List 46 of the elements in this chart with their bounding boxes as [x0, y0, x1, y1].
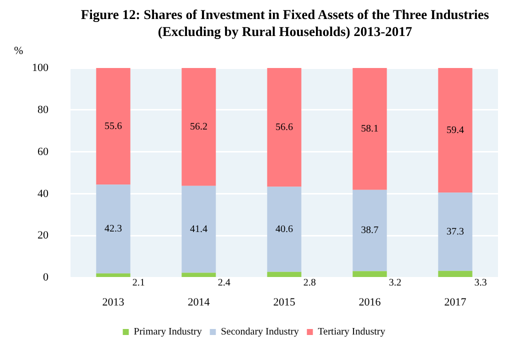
x-tick-label: 2013 [102, 296, 125, 308]
x-tick-label: 2016 [358, 296, 382, 308]
bar [352, 190, 387, 272]
data-label: 42.3 [104, 224, 122, 235]
data-label: 2.1 [132, 278, 145, 289]
y-tick-label: 60 [38, 146, 49, 158]
bar [267, 272, 302, 278]
data-label: 3.3 [474, 278, 487, 289]
bar [96, 184, 130, 274]
x-tick-label: 2014 [188, 296, 210, 308]
data-label: 40.6 [276, 224, 293, 235]
data-label: 58.1 [361, 124, 378, 135]
legend-label: Tertiary Industry [318, 326, 386, 338]
y-tick-label: 0 [43, 272, 49, 284]
bar [267, 186, 302, 272]
y-tick-label: 20 [38, 230, 49, 242]
data-label: 56.2 [190, 122, 208, 133]
data-label: 55.6 [104, 120, 122, 132]
data-label: 38.7 [361, 225, 378, 236]
legend-label: Secondary Industry [220, 326, 299, 338]
bar [352, 68, 387, 190]
x-tick-label: 2017 [444, 296, 467, 308]
bar [182, 186, 216, 273]
bar [438, 192, 472, 271]
data-label: 56.6 [276, 122, 293, 133]
bar [96, 273, 130, 278]
data-label: 2.4 [218, 278, 230, 289]
y-tick-label: 80 [38, 104, 49, 116]
legend-label: Primary Industry [134, 326, 202, 338]
bar [438, 68, 472, 193]
data-label: 59.4 [446, 124, 464, 136]
bar [438, 270, 472, 278]
chart-title: Figure 12: Shares of Investment in Fixed Assets of the Three Industries (Excluding by Rural Households) 2013-2017 [80, 6, 490, 40]
x-tick-label: 2015 [273, 296, 296, 308]
bar [182, 272, 216, 278]
bar [182, 68, 216, 186]
data-label: 3.2 [388, 278, 402, 289]
y-tick-label: 100 [32, 62, 49, 74]
bar [267, 68, 302, 187]
bar [96, 68, 130, 185]
data-label: 2.8 [303, 278, 316, 289]
y-tick-label: 40 [38, 188, 49, 200]
bar [352, 271, 387, 278]
data-label: 41.4 [190, 224, 208, 235]
data-label: 37.3 [446, 226, 464, 238]
y-axis-title: % [14, 45, 24, 57]
